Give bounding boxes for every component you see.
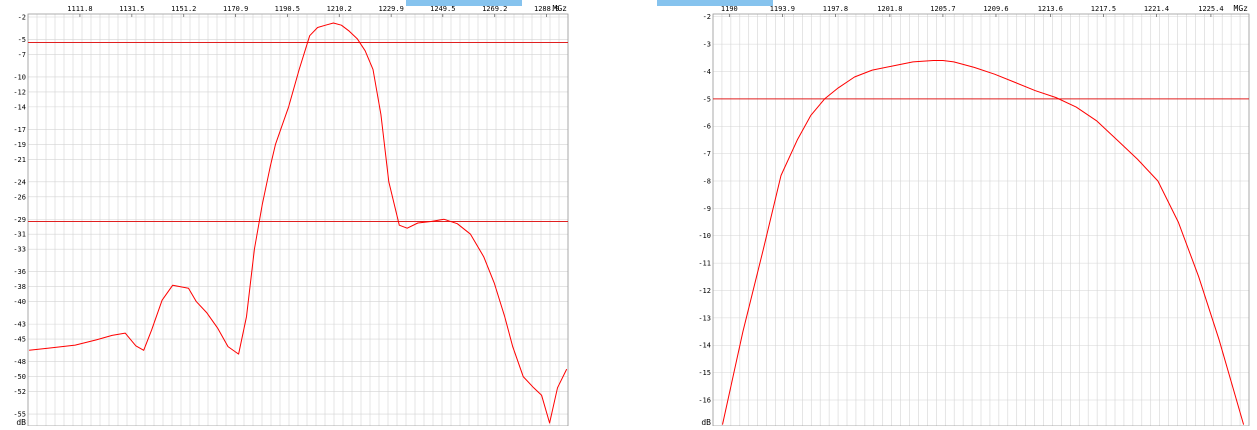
y-tick-label: -5 <box>703 95 711 103</box>
y-tick-label: -29 <box>13 216 26 224</box>
x-tick-label: 1225.4 <box>1198 5 1223 13</box>
y-tick-label: -8 <box>703 177 711 185</box>
y-tick-label: -43 <box>13 321 26 329</box>
x-tick-label: 1209.6 <box>983 5 1008 13</box>
top-strip-left <box>406 0 522 6</box>
y-tick-label: -24 <box>13 178 26 186</box>
frequency-response-chart-zoom: -2 -3 -4 -5 -6 -7 -8 -9 -10 -11 -12 -13 -14 -15 -16 119… <box>687 0 1257 427</box>
y-tick-label: -38 <box>13 283 26 291</box>
response-curve <box>29 22 568 424</box>
x-tick-label: 1190 <box>721 5 738 13</box>
y-tick-label: -4 <box>703 68 711 76</box>
y-tick-label: -12 <box>698 287 711 295</box>
y-tick-label: -3 <box>703 41 711 49</box>
top-strip-right <box>657 0 773 6</box>
y-tick-label: -15 <box>698 369 711 377</box>
response-curve <box>722 60 1245 425</box>
y-tick-label: -16 <box>698 396 711 404</box>
x-tick-label: 1205.7 <box>930 5 955 13</box>
y-tick-label: -21 <box>13 156 26 164</box>
x-unit-label: MGz <box>1234 4 1249 13</box>
y-tick-label: -12 <box>13 88 26 96</box>
y-tick-label: -55 <box>13 411 26 419</box>
y-tick-label: -17 <box>13 126 26 134</box>
x-unit-label: MGz <box>553 4 568 13</box>
x-tick-label: 1269.2 <box>482 5 507 13</box>
x-tick-label: 1249.5 <box>430 5 455 13</box>
y-tick-label: -2 <box>703 13 711 21</box>
x-tick-label: 1190.5 <box>275 5 300 13</box>
x-tick-label: 1170.9 <box>223 5 248 13</box>
frequency-response-chart-wide: -2 -5 -7 -10 -12 -14 -17 -19 -21 -24 -26 -29 -31 -33 -… <box>0 0 570 427</box>
y-tick-label: -11 <box>698 260 711 268</box>
y-unit-label: dB <box>16 418 26 426</box>
y-tick-label: -45 <box>13 336 26 344</box>
y-tick-label: -31 <box>13 231 26 239</box>
y-tick-label: -48 <box>13 358 26 366</box>
y-tick-label: -52 <box>13 388 26 396</box>
chart-plot-wide: -2 -5 -7 -10 -12 -14 -17 -19 -21 -24 -26 -29 -31 -33 -… <box>13 4 569 427</box>
y-tick-label: -40 <box>13 298 26 306</box>
y-tick-label: -7 <box>18 51 26 59</box>
x-tick-label: 1221.4 <box>1144 5 1169 13</box>
y-tick-label: -5 <box>18 36 26 44</box>
x-tick-label: 1111.8 <box>67 5 92 13</box>
x-tick-label: 1131.5 <box>119 5 144 13</box>
y-tick-label: -7 <box>703 150 711 158</box>
y-tick-label: -9 <box>703 205 711 213</box>
y-tick-label: -14 <box>13 103 26 111</box>
x-tick-label: 1210.2 <box>327 5 352 13</box>
y-tick-label: -10 <box>698 232 711 240</box>
x-tick-label: 1217.5 <box>1091 5 1116 13</box>
y-tick-label: -33 <box>13 246 26 254</box>
y-tick-label: -2 <box>18 13 26 21</box>
y-tick-label: -13 <box>698 314 711 322</box>
x-tick-label: 1229.9 <box>379 5 404 13</box>
x-tick-label: 1193.9 <box>770 5 795 13</box>
x-tick-label: 1213.6 <box>1038 5 1063 13</box>
y-tick-label: -6 <box>703 123 711 131</box>
y-tick-label: -36 <box>13 268 26 276</box>
y-unit-label: dB <box>701 418 711 426</box>
x-tick-label: 1197.8 <box>823 5 848 13</box>
y-tick-label: -26 <box>13 193 26 201</box>
y-tick-label: -19 <box>13 141 26 149</box>
x-tick-label: 1288.9 <box>534 5 559 13</box>
y-tick-label: -14 <box>698 342 711 350</box>
y-tick-label: -10 <box>13 73 26 81</box>
y-tick-label: -50 <box>13 373 26 381</box>
chart-plot-zoom: -2 -3 -4 -5 -6 -7 -8 -9 -10 -11 -12 -13 -14 -15 -16 119… <box>698 4 1250 427</box>
x-tick-label: 1201.8 <box>877 5 902 13</box>
x-tick-label: 1151.2 <box>171 5 196 13</box>
